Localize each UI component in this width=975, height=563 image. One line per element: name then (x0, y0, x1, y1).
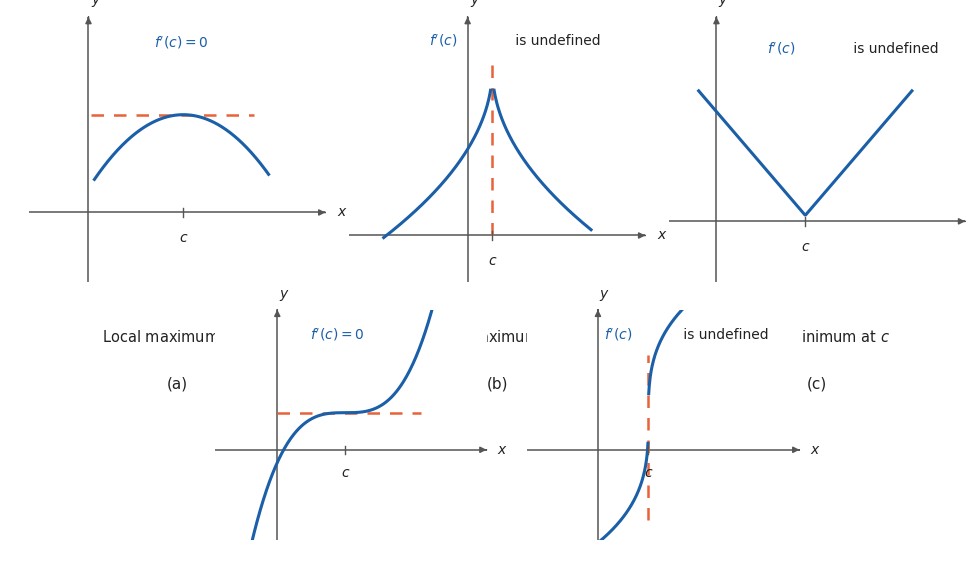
Text: $\mathbf{\mathit{x}}$: $\mathbf{\mathit{x}}$ (810, 443, 821, 457)
Text: $f'(c)$: $f'(c)$ (604, 327, 632, 343)
Text: $\mathbf{\mathit{x}}$: $\mathbf{\mathit{x}}$ (657, 229, 668, 243)
Text: $f'(c) = 0$: $f'(c) = 0$ (310, 327, 364, 343)
Text: $\mathbf{\mathit{y}}$: $\mathbf{\mathit{y}}$ (279, 288, 290, 303)
Text: is undefined: is undefined (849, 42, 939, 56)
Text: $c$: $c$ (340, 466, 350, 480)
Text: $\mathbf{\mathit{x}}$: $\mathbf{\mathit{x}}$ (337, 205, 348, 220)
Text: Local maximum at $c$: Local maximum at $c$ (102, 329, 253, 345)
Text: $\mathbf{\mathit{y}}$: $\mathbf{\mathit{y}}$ (91, 0, 101, 9)
Text: is undefined: is undefined (679, 328, 768, 342)
Text: (b): (b) (487, 377, 508, 392)
Text: $\mathbf{\mathit{y}}$: $\mathbf{\mathit{y}}$ (719, 0, 729, 9)
Text: $\mathbf{\mathit{y}}$: $\mathbf{\mathit{y}}$ (470, 0, 481, 9)
Text: Local maximum at $c$: Local maximum at $c$ (422, 329, 572, 345)
Text: $f'(c)$: $f'(c)$ (429, 33, 457, 49)
Text: is undefined: is undefined (511, 34, 601, 48)
Text: (a): (a) (167, 377, 188, 392)
Text: $c$: $c$ (644, 466, 653, 480)
Text: $c$: $c$ (800, 240, 810, 254)
Text: $f'(c) = 0$: $f'(c) = 0$ (154, 35, 208, 51)
Text: $f'(c)$: $f'(c)$ (766, 41, 795, 57)
Text: (c): (c) (807, 377, 827, 392)
Text: $c$: $c$ (178, 231, 188, 245)
Text: $\mathbf{\mathit{x}}$: $\mathbf{\mathit{x}}$ (497, 443, 508, 457)
Text: Local minimum at $c$: Local minimum at $c$ (744, 329, 890, 345)
Text: $\mathbf{\mathit{y}}$: $\mathbf{\mathit{y}}$ (600, 288, 610, 303)
Text: $c$: $c$ (488, 254, 497, 268)
